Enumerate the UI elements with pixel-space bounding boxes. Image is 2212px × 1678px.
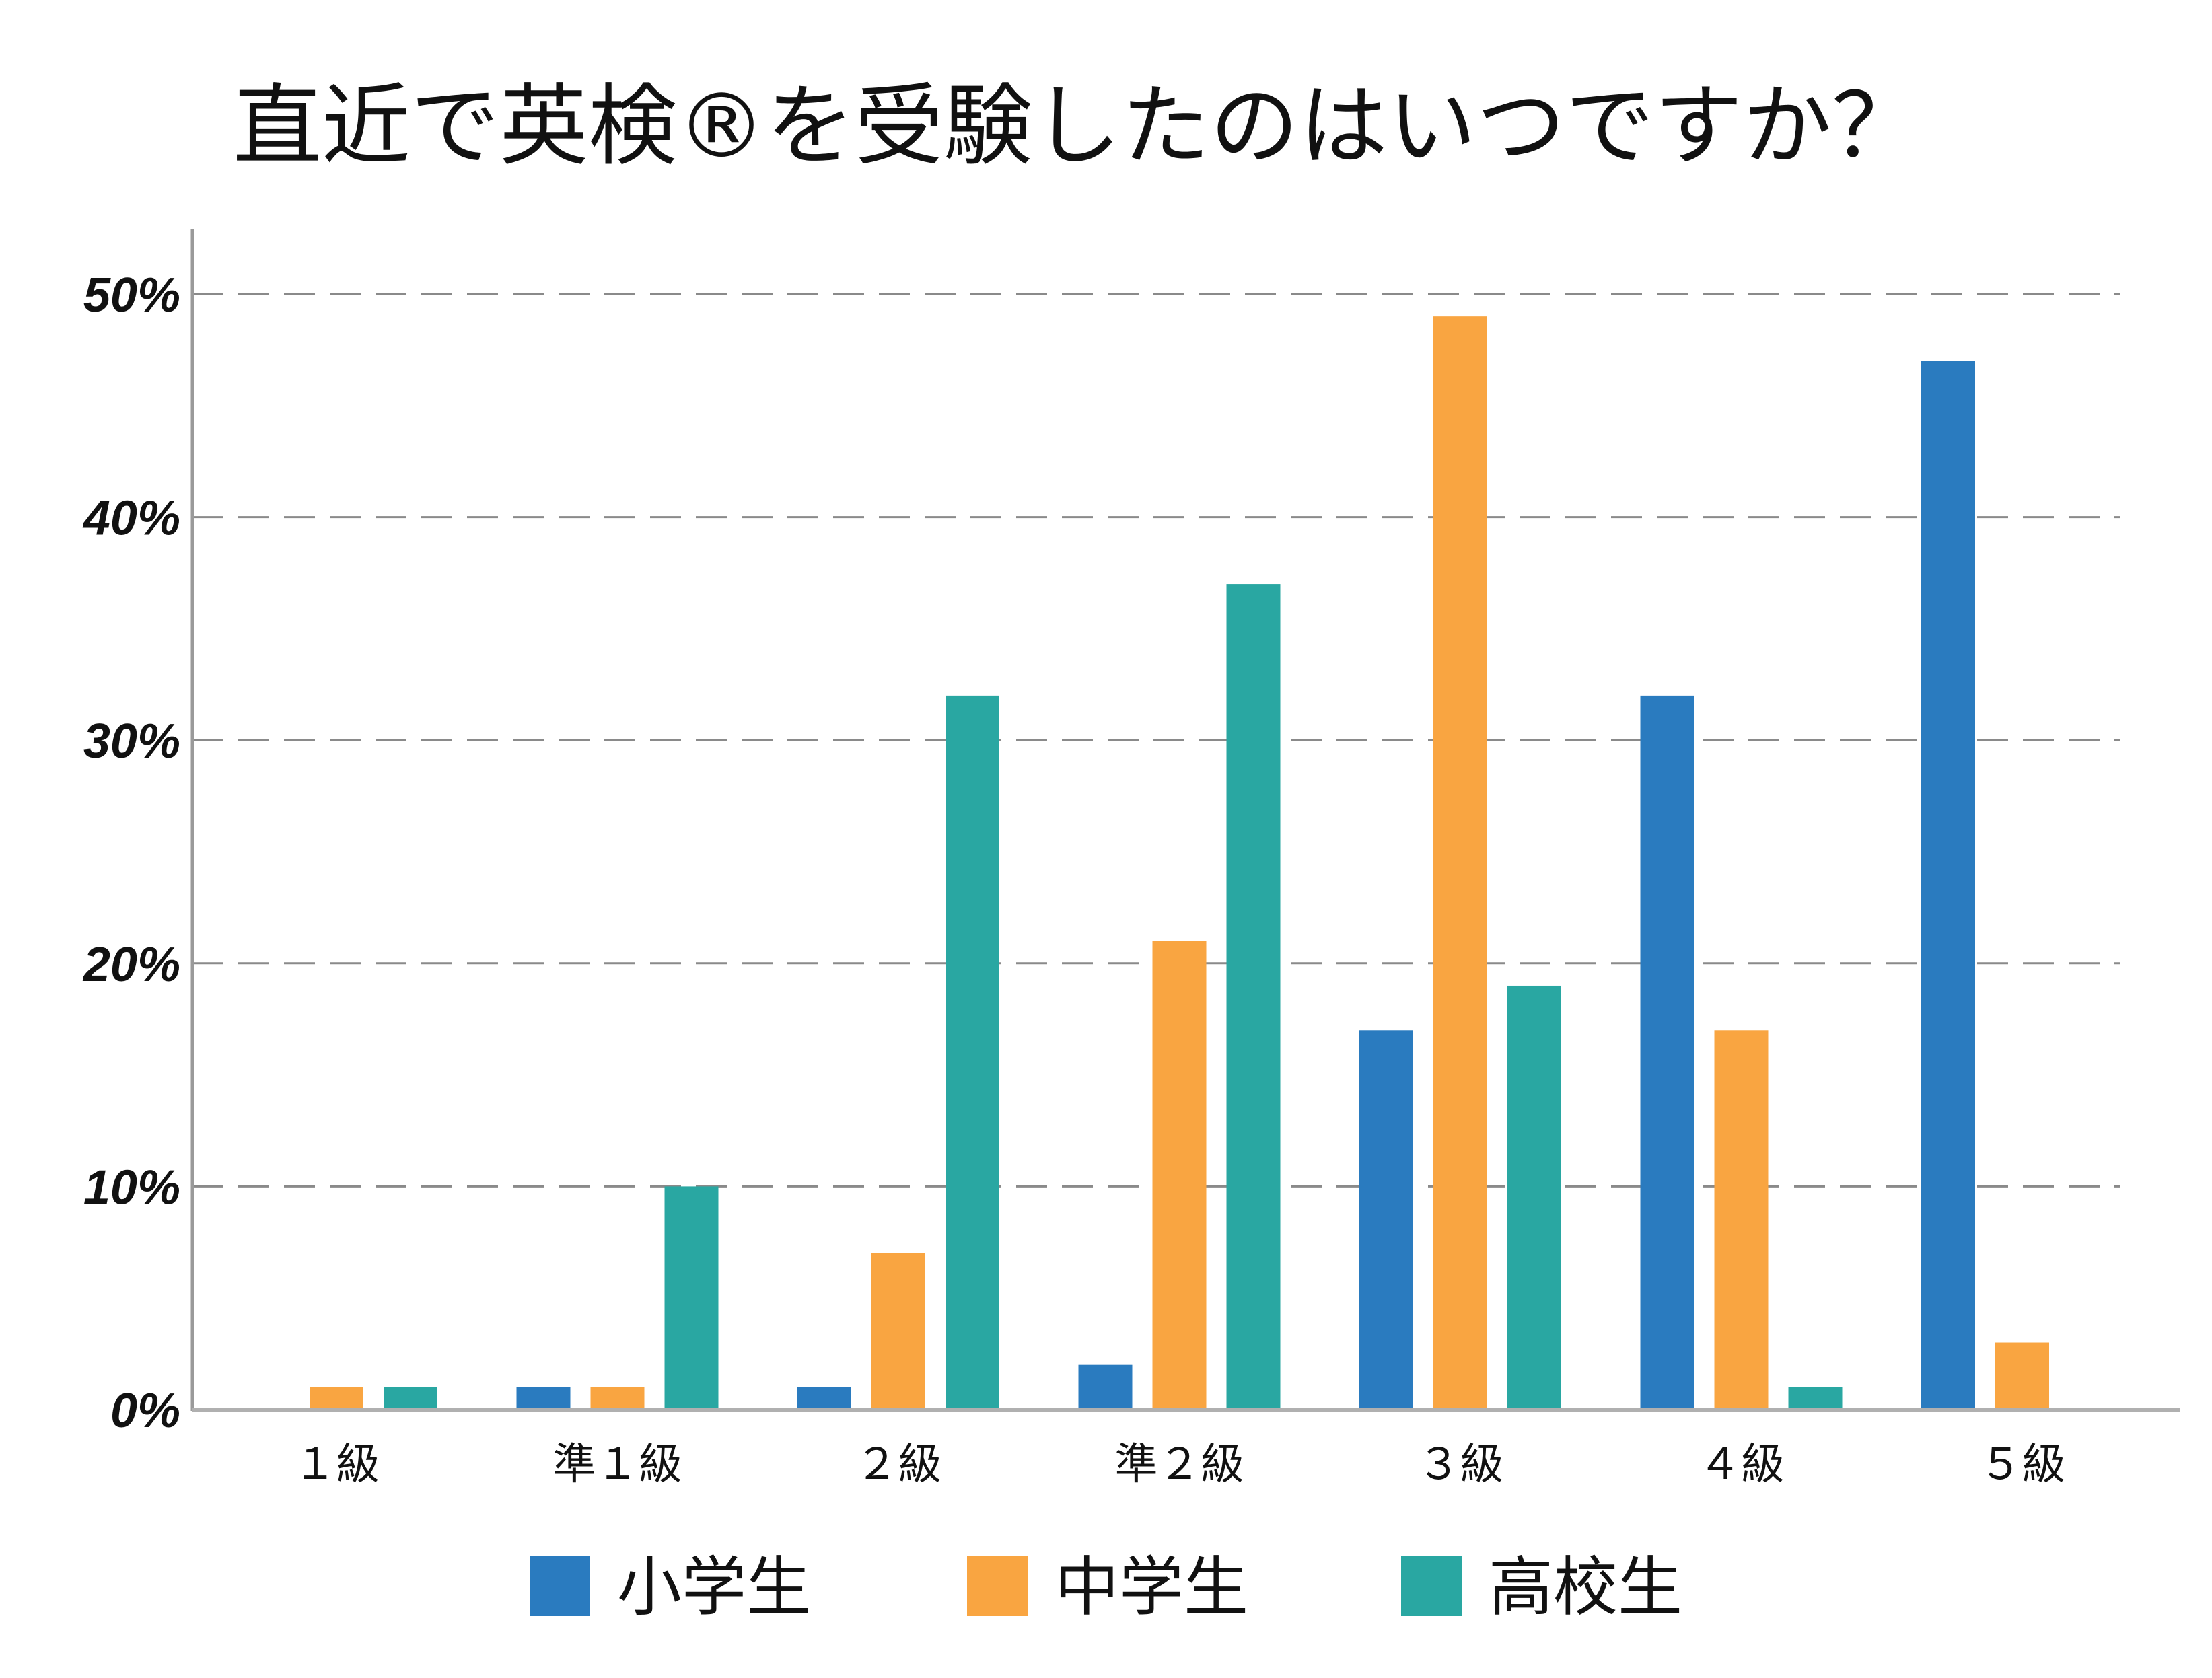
axes: [190, 229, 2180, 1412]
legend-item-中学生: 中学生: [967, 1549, 1248, 1625]
y-tick-label-10: 10%: [83, 1161, 180, 1214]
bars: [310, 316, 2049, 1410]
legend-label-小学生: 小学生: [617, 1549, 811, 1625]
bar-高校生-準１級: [664, 1186, 719, 1410]
bar-高校生-１級: [384, 1387, 437, 1410]
y-tick-label-30: 30%: [83, 715, 180, 768]
bar-高校生-３級: [1507, 985, 1561, 1410]
legend-swatch-高校生: [1401, 1556, 1462, 1616]
y-tick-label-20: 20%: [82, 938, 180, 992]
bar-中学生-５級: [1995, 1342, 2049, 1410]
legend-item-小学生: 小学生: [530, 1549, 811, 1625]
x-tick-label-準２級: 準２級: [1115, 1440, 1244, 1490]
legend-item-高校生: 高校生: [1401, 1549, 1682, 1625]
bar-中学生-２級: [871, 1253, 925, 1410]
y-tick-label-0: 0%: [110, 1384, 180, 1438]
y-tick-label-50: 50%: [83, 268, 180, 322]
gridlines: [192, 293, 2120, 1188]
bar-小学生-３級: [1359, 1030, 1413, 1410]
x-tick-labels: １級 準１級 ２級 準２級 ３級 ４級 ５級: [293, 1440, 2065, 1490]
bar-高校生-２級: [946, 695, 999, 1410]
bar-中学生-３級: [1433, 316, 1487, 1410]
chart-title: 直近で英検®を受験したのはいつですか？: [233, 75, 1921, 178]
legend-label-高校生: 高校生: [1489, 1549, 1682, 1625]
bar-小学生-４級: [1640, 695, 1694, 1410]
bar-中学生-準１級: [590, 1387, 645, 1410]
bar-中学生-４級: [1714, 1030, 1769, 1410]
bar-高校生-４級: [1788, 1387, 1843, 1410]
bar-高校生-準２級: [1226, 584, 1281, 1410]
bar-中学生-１級: [310, 1387, 363, 1410]
x-tick-label-３級: ３級: [1417, 1440, 1503, 1490]
bar-中学生-準２級: [1152, 941, 1207, 1410]
legend-swatch-小学生: [530, 1556, 590, 1616]
x-tick-label-５級: ５級: [1979, 1440, 2065, 1490]
bar-小学生-準１級: [516, 1387, 571, 1410]
bar-小学生-５級: [1921, 361, 1975, 1410]
bar-小学生-準２級: [1078, 1364, 1133, 1410]
legend: 小学生 中学生 高校生: [530, 1549, 1682, 1625]
x-tick-label-準１級: 準１級: [553, 1440, 682, 1490]
y-tick-labels: 0% 10% 20% 30% 40% 50%: [82, 268, 180, 1438]
legend-swatch-中学生: [967, 1556, 1028, 1616]
x-tick-label-２級: ２級: [855, 1440, 941, 1490]
x-tick-label-４級: ４級: [1699, 1440, 1785, 1490]
bar-小学生-２級: [797, 1387, 851, 1410]
legend-label-中学生: 中学生: [1055, 1549, 1248, 1625]
y-tick-label-40: 40%: [82, 492, 180, 546]
x-tick-label-１級: １級: [293, 1440, 380, 1490]
